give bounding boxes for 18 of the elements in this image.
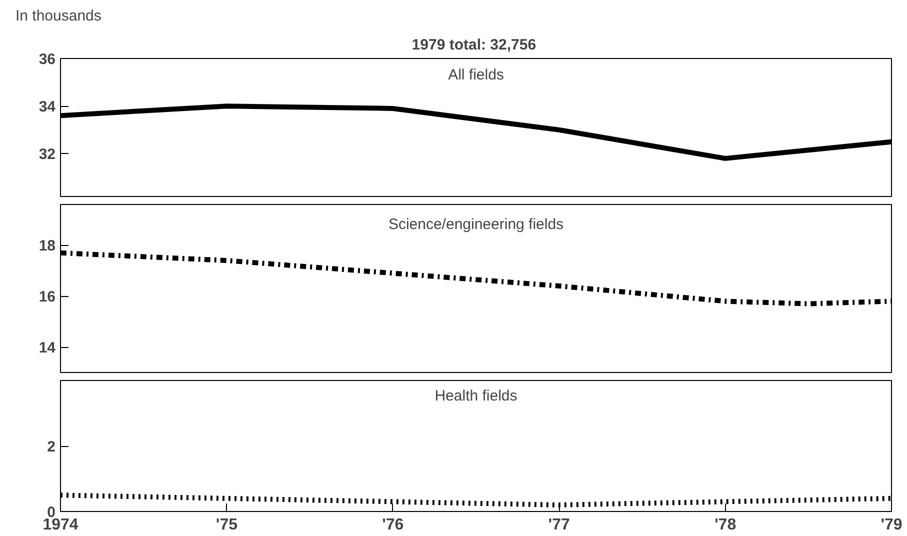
x-tick-label: '77 [548,516,570,534]
x-tick-label: 1974 [42,516,78,534]
y-tick-label: 18 [38,238,56,255]
text: All fields [448,66,504,84]
y-tick-label: 16 [38,288,56,306]
y-tick-label: 34 [38,98,56,116]
y-axis-title: In thousands [16,8,102,24]
x-tick-label: '79 [880,516,902,534]
text: Science/engineering fields [388,216,564,234]
y-tick-label: 36 [38,51,56,68]
text: Health fields [434,388,518,405]
y-tick-label: 32 [38,146,56,164]
chart-title: 1979 total: 32,756 [412,36,536,54]
y-tick-label: 14 [38,340,56,357]
x-tick-label: '76 [382,516,404,534]
x-tick-label: '75 [216,516,238,534]
x-tick-label: '78 [714,516,736,534]
y-tick-label: 2 [47,438,56,456]
